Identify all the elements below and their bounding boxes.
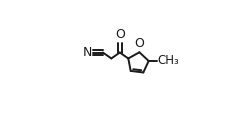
Text: N: N — [82, 46, 92, 59]
Text: CH₃: CH₃ — [158, 54, 179, 67]
Text: O: O — [115, 28, 125, 41]
Text: O: O — [135, 37, 144, 50]
